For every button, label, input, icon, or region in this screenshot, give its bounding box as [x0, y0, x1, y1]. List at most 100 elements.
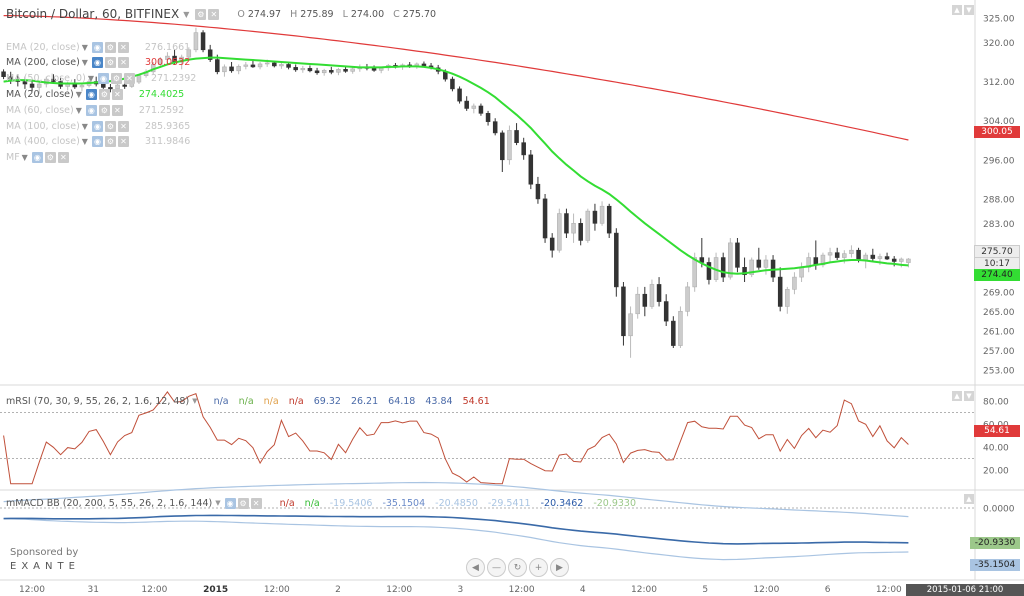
time-tick-label: 2	[335, 585, 341, 595]
legend-name[interactable]: MA (200, close)	[6, 57, 80, 69]
chevron-down-icon[interactable]: ▼	[81, 58, 88, 68]
candle-body	[264, 62, 270, 65]
candle-body	[371, 68, 377, 71]
candle-body	[350, 68, 355, 72]
zoom-out-button[interactable]: —	[487, 558, 506, 577]
symbol-title-bar[interactable]: Bitcoin / Dollar, 60, BITFINEX ▼ ⚙ ✕ O 27…	[6, 7, 436, 21]
legend-row[interactable]: MA (50, close, 0) ▼ ◉ ⚙ ✕ 271.2392	[6, 72, 196, 86]
time-tick-label: 6	[825, 585, 831, 595]
chevron-down-icon[interactable]: ▼	[183, 9, 190, 19]
pane-up-button[interactable]: ▲	[964, 494, 974, 504]
sponsor-logo[interactable]: EXANTE	[10, 561, 80, 572]
legend-row[interactable]: MA (200, close) ▼ ◉ ⚙ ✕ 300.0532	[6, 56, 190, 70]
legend-value: 276.1661	[144, 41, 191, 53]
legend-name[interactable]: MA (20, close)	[6, 88, 74, 100]
chevron-down-icon[interactable]: ▼	[215, 499, 221, 507]
legend-name[interactable]: MA (60, close)	[6, 104, 74, 116]
high-label: H	[290, 8, 298, 20]
legend-name[interactable]: EMA (20, close)	[6, 41, 80, 53]
close-icon[interactable]: ✕	[111, 88, 123, 100]
candle-body	[720, 257, 726, 278]
legend-row[interactable]: MF ▼ ◉ ⚙ ✕	[6, 151, 71, 165]
candle-body	[500, 132, 505, 161]
rsi-legend[interactable]: mRSI (70, 30, 9, 55, 26, 2, 1.6, 12, 48)…	[6, 394, 490, 408]
zoom-in-button[interactable]: +	[529, 558, 548, 577]
rsi-legend-name[interactable]: mRSI (70, 30, 9, 55, 26, 2, 1.6, 12, 48)	[6, 395, 190, 407]
chevron-down-icon[interactable]: ▼	[192, 397, 198, 405]
legend-name[interactable]: MA (400, close)	[6, 136, 80, 148]
chevron-down-icon[interactable]: ▼	[81, 42, 88, 52]
eye-icon[interactable]: ◉	[224, 497, 236, 509]
close-icon[interactable]: ✕	[117, 136, 129, 148]
chevron-down-icon[interactable]: ▼	[21, 153, 28, 163]
candle-body	[856, 249, 861, 261]
eye-icon[interactable]: ◉	[85, 88, 97, 100]
close-icon[interactable]: ✕	[117, 120, 129, 132]
candle-body	[735, 242, 740, 268]
close-icon[interactable]: ✕	[117, 41, 129, 53]
gear-icon[interactable]: ⚙	[104, 136, 116, 148]
close-icon[interactable]: ✕	[57, 152, 69, 164]
candle-body	[314, 70, 320, 74]
close-icon[interactable]: ✕	[250, 497, 262, 509]
gear-icon[interactable]: ⚙	[110, 73, 122, 85]
macd-legend-name[interactable]: mMACD BB (20, 200, 5, 55, 26, 2, 1.6, 14…	[6, 497, 213, 509]
gear-icon[interactable]: ⚙	[104, 57, 116, 69]
legend-row[interactable]: MA (20, close) ▼ ◉ ⚙ ✕ 274.4025	[6, 87, 184, 101]
eye-icon[interactable]: ◉	[91, 136, 103, 148]
pane-down-button[interactable]: ▼	[964, 391, 974, 401]
eye-icon[interactable]: ◉	[31, 152, 43, 164]
reset-button[interactable]: ↻	[508, 558, 527, 577]
symbol-title[interactable]: Bitcoin / Dollar, 60, BITFINEX	[6, 7, 180, 21]
scroll-left-button[interactable]: ◀	[466, 558, 485, 577]
gear-icon[interactable]: ⚙	[195, 8, 207, 20]
candle-body	[521, 142, 526, 156]
legend-name[interactable]: MA (50, close, 0)	[6, 73, 86, 85]
legend-name[interactable]: MA (100, close)	[6, 120, 80, 132]
eye-icon[interactable]: ◉	[85, 104, 97, 116]
eye-icon[interactable]: ◉	[91, 41, 103, 53]
chevron-down-icon[interactable]: ▼	[81, 137, 88, 147]
gear-icon[interactable]: ⚙	[98, 104, 110, 116]
candle-body	[614, 232, 619, 288]
candle-body	[236, 66, 241, 72]
gear-icon[interactable]: ⚙	[98, 88, 110, 100]
chevron-down-icon[interactable]: ▼	[75, 105, 82, 115]
pane-down-button[interactable]: ▼	[964, 5, 974, 15]
scroll-right-button[interactable]: ▶	[550, 558, 569, 577]
time-tick-label: 31	[87, 585, 98, 595]
gear-icon[interactable]: ⚙	[104, 120, 116, 132]
candle-body	[36, 83, 42, 88]
eye-icon[interactable]: ◉	[91, 57, 103, 69]
legend-row[interactable]: EMA (20, close) ▼ ◉ ⚙ ✕ 276.1661	[6, 40, 190, 54]
legend-row[interactable]: MA (400, close) ▼ ◉ ⚙ ✕ 311.9846	[6, 135, 190, 149]
indicator-value: n/a	[279, 497, 295, 509]
gear-icon[interactable]: ⚙	[104, 41, 116, 53]
chevron-down-icon[interactable]: ▼	[81, 121, 88, 131]
close-icon[interactable]: ✕	[111, 104, 123, 116]
close-icon[interactable]: ✕	[117, 57, 129, 69]
legend-row[interactable]: MA (60, close) ▼ ◉ ⚙ ✕ 271.2592	[6, 103, 184, 117]
chevron-down-icon[interactable]: ▼	[87, 74, 94, 84]
gear-icon[interactable]: ⚙	[44, 152, 56, 164]
pane-up-button[interactable]: ▲	[952, 391, 962, 401]
macd-legend[interactable]: mMACD BB (20, 200, 5, 55, 26, 2, 1.6, 14…	[6, 496, 636, 510]
candle-body	[492, 121, 498, 134]
candle-body	[229, 66, 234, 72]
close-icon[interactable]: ✕	[208, 8, 220, 20]
legend-name[interactable]: MF	[6, 152, 20, 164]
candle-body	[272, 62, 277, 67]
ohlc-readout: O 274.97 H 275.89 L 274.00 C 275.70	[231, 9, 436, 20]
pane-up-button[interactable]: ▲	[952, 5, 962, 15]
eye-icon[interactable]: ◉	[91, 120, 103, 132]
chevron-down-icon[interactable]: ▼	[75, 89, 82, 99]
candle-body	[528, 154, 534, 185]
legend-row[interactable]: MA (100, close) ▼ ◉ ⚙ ✕ 285.9365	[6, 119, 190, 133]
close-icon[interactable]: ✕	[123, 73, 135, 85]
candle-body	[863, 254, 868, 261]
open-value: 274.97	[247, 8, 282, 20]
eye-icon[interactable]: ◉	[97, 73, 109, 85]
gear-icon[interactable]: ⚙	[237, 497, 249, 509]
rsi-line	[3, 391, 909, 485]
